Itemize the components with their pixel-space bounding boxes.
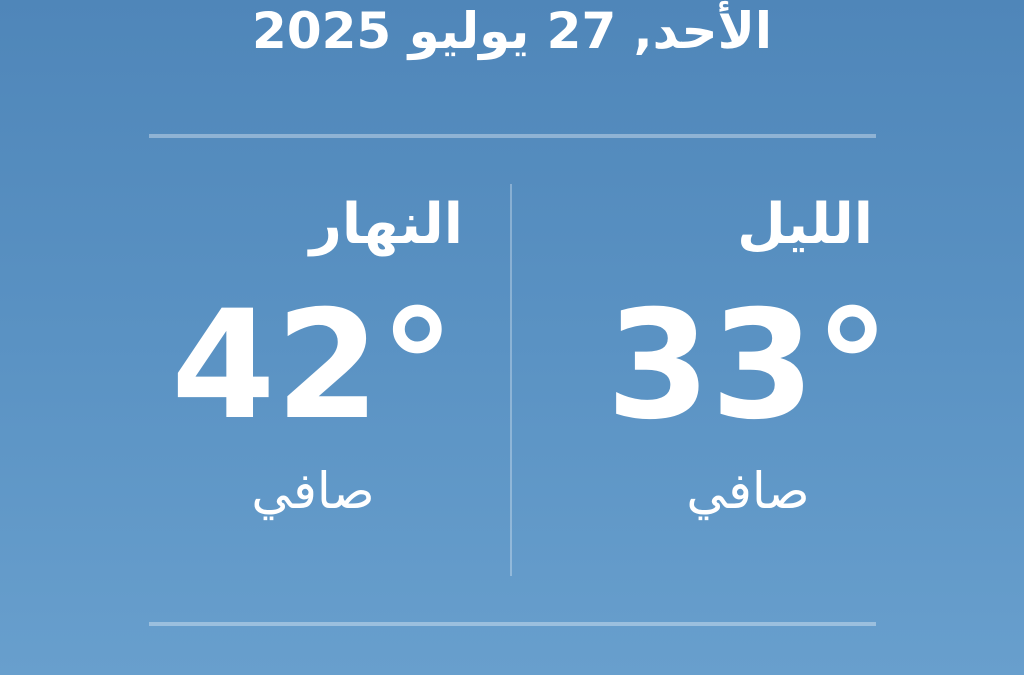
night-condition: صافي <box>686 462 810 520</box>
night-temperature: 33° <box>606 279 890 453</box>
night-label: الليل <box>737 192 873 257</box>
day-label: النهار <box>309 192 463 257</box>
day-condition: صافي <box>251 462 375 520</box>
night-forecast: الليل 33° صافي <box>598 190 898 526</box>
day-forecast: النهار 42° صافي <box>163 190 463 526</box>
column-divider <box>510 184 512 576</box>
day-temperature: 42° <box>171 279 455 453</box>
top-divider <box>149 134 876 138</box>
date-heading: الأحد, 27 يوليو 2025 <box>252 2 772 60</box>
bottom-divider <box>149 622 876 626</box>
